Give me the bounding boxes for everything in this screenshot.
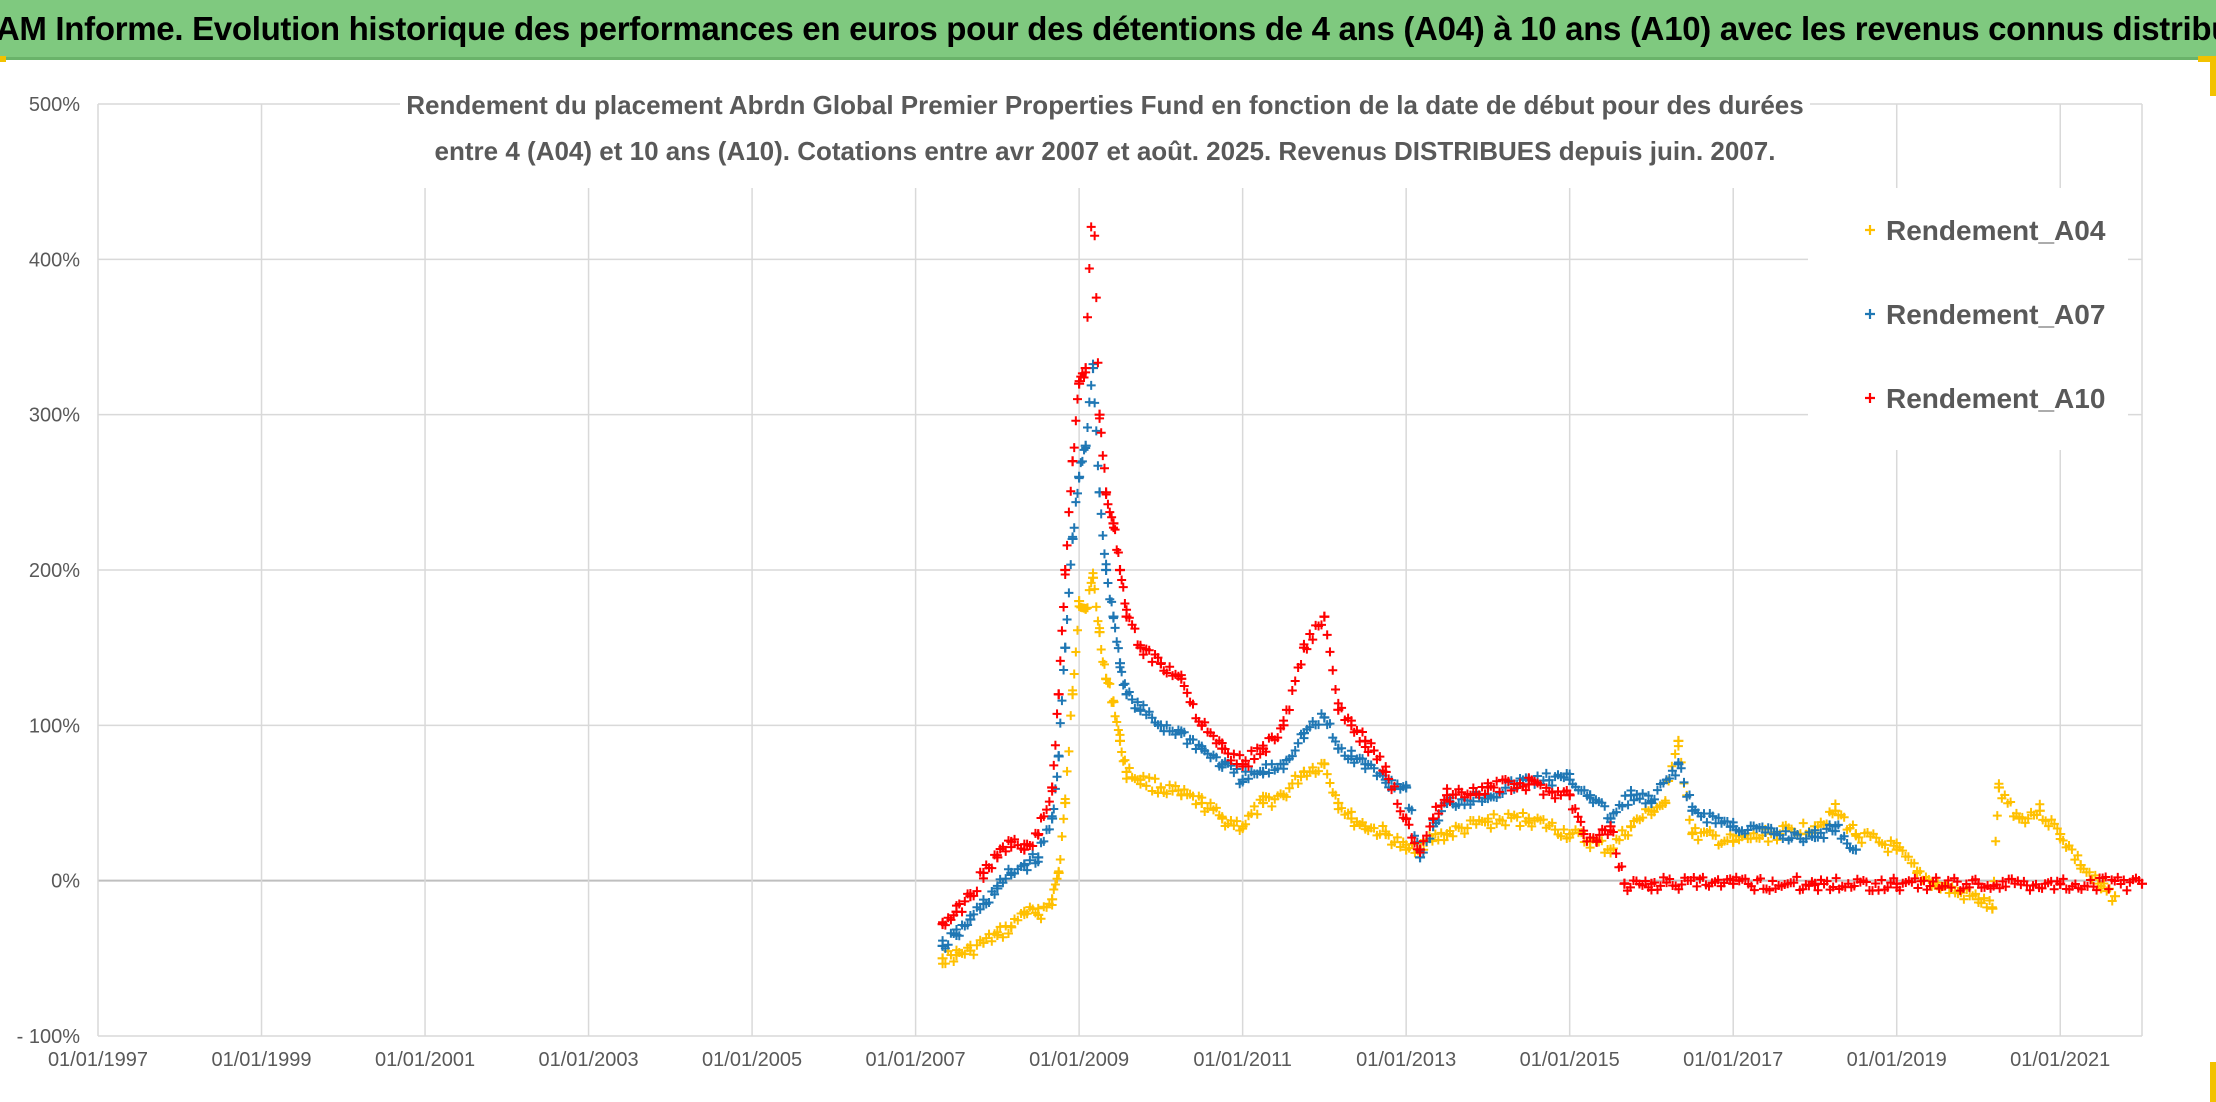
x-tick-label: 01/01/2003 <box>539 1049 639 1071</box>
banner-title: ADAM Informe. Evolution historique des p… <box>0 9 2216 47</box>
x-tick-label: 01/01/2011 <box>1193 1049 1292 1071</box>
legend: Rendement_A04 Rendement_A07 Rendement_A10 <box>1808 188 2128 450</box>
legend-label: Rendement_A07 <box>1886 299 2105 330</box>
corner-accent-left <box>0 56 6 62</box>
report-banner: ADAM Informe. Evolution historique des p… <box>0 0 2216 60</box>
scatter-chart: 500%400%300%200%100%0%- 100% 01/01/1997 0… <box>17 88 2147 1071</box>
x-axis-ticks: 01/01/1997 01/01/1999 01/01/2001 01/01/2003… <box>48 1049 2110 1071</box>
corner-accent-right-edge <box>2210 56 2216 96</box>
y-tick-label: - 100% <box>17 1026 81 1048</box>
corner-accent-bottom-right <box>2210 1062 2216 1102</box>
series-rendement-a07 <box>937 359 1861 953</box>
legend-marker <box>1865 393 1875 403</box>
corner-accent-right <box>2198 56 2216 62</box>
y-tick-label: 200% <box>29 560 80 582</box>
series-rendement-a10 <box>937 173 2147 930</box>
data-points <box>937 173 2147 969</box>
data-point-cloud <box>938 568 2117 969</box>
y-tick-label: 100% <box>29 715 80 737</box>
x-tick-label: 01/01/2017 <box>1683 1049 1783 1071</box>
data-point-cloud <box>938 173 2144 930</box>
x-tick-label: 01/01/1997 <box>48 1049 148 1071</box>
y-tick-label: 500% <box>29 94 80 116</box>
legend-marker <box>1865 309 1875 319</box>
x-tick-label: 01/01/2021 <box>2010 1049 2110 1071</box>
x-tick-label: 01/01/2009 <box>1029 1049 1129 1071</box>
x-tick-label: 01/01/2013 <box>1356 1049 1456 1071</box>
chart-title: Rendement du placement Abrdn Global Prem… <box>400 88 1810 188</box>
legend-label: Rendement_A10 <box>1886 383 2105 414</box>
y-tick-label: 400% <box>29 249 80 271</box>
y-axis-ticks: 500% 400% 300% 200% 100% 0% - 100% <box>17 94 81 1048</box>
legend-label: Rendement_A04 <box>1886 215 2106 246</box>
y-tick-label: 300% <box>29 405 80 427</box>
chart-title-background <box>400 88 1810 188</box>
y-tick-label: 0% <box>51 871 80 893</box>
legend-background <box>1808 188 2128 450</box>
legend-marker <box>1865 225 1875 235</box>
grid-layer <box>97 103 2143 1037</box>
x-tick-label: 01/01/2015 <box>1520 1049 1620 1071</box>
x-tick-label: 01/01/1999 <box>211 1049 311 1071</box>
x-tick-label: 01/01/2007 <box>866 1049 966 1071</box>
x-tick-label: 01/01/2001 <box>375 1049 475 1071</box>
data-point <box>2110 891 2121 902</box>
x-tick-label: 01/01/2019 <box>1847 1049 1947 1071</box>
chart-title-line-1: Rendement du placement Abrdn Global Prem… <box>406 90 1803 120</box>
chart-title-line-2: entre 4 (A04) et 10 ans (A10). Cotations… <box>435 136 1776 166</box>
x-tick-label: 01/01/2005 <box>702 1049 802 1071</box>
